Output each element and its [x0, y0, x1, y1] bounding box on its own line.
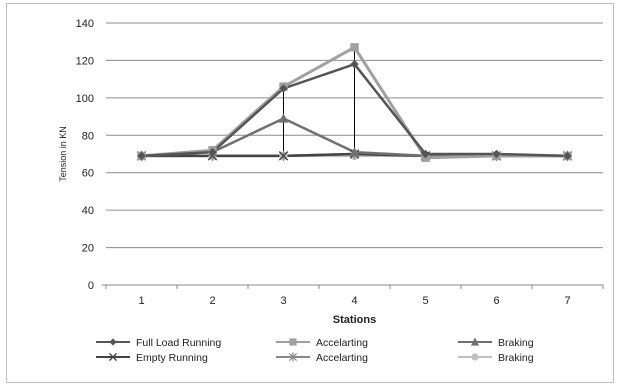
legend-label: Accelarting — [316, 352, 368, 364]
diamond-marker — [208, 147, 217, 157]
y-tick-labels: 0 20 40 60 80 100 120 140 — [76, 18, 94, 292]
x-tick-labels: 1 2 3 4 5 6 7 — [138, 295, 570, 307]
y-tick-label: 0 — [88, 280, 94, 292]
x-axis-title: Stations — [333, 314, 376, 326]
y-tick-label: 20 — [82, 243, 94, 255]
triangle-marker — [349, 146, 360, 157]
x-marker — [278, 151, 289, 161]
legend-item: Accelarting — [276, 352, 368, 364]
x-tick-label: 7 — [564, 295, 570, 307]
square-marker — [350, 43, 359, 52]
y-tick-label: 120 — [76, 55, 94, 67]
legend-label: Accelarting — [316, 337, 368, 349]
diamond-marker — [492, 149, 501, 159]
legend-label: Braking — [498, 337, 534, 349]
legend: Full Load Running Accelarting Braking Empty… — [96, 337, 534, 364]
diamond-marker — [350, 59, 359, 69]
x-tick-label: 6 — [493, 295, 499, 307]
legend-item: Accelarting — [276, 337, 368, 349]
legend-item: Braking — [458, 352, 534, 364]
legend-label: Empty Running — [136, 352, 208, 364]
markers-group — [136, 43, 573, 162]
diamond-marker — [109, 338, 117, 346]
circle-marker — [471, 353, 479, 361]
y-tick-label: 80 — [82, 130, 94, 142]
y-tick-label: 100 — [76, 93, 94, 105]
legend-label: Full Load Running — [136, 337, 221, 349]
legend-label: Braking — [498, 352, 534, 364]
x-tick-label: 1 — [138, 295, 144, 307]
x-marker-stroke — [278, 151, 289, 161]
triangle-marker — [470, 337, 480, 346]
diamond-marker — [421, 149, 430, 159]
y-tick-label: 60 — [82, 168, 94, 180]
diamond-marker — [137, 151, 146, 161]
square-marker — [289, 338, 297, 346]
triangle-marker — [278, 113, 289, 123]
chart-frame — [6, 3, 614, 383]
legend-item: Empty Running — [96, 352, 208, 364]
y-axis-title: Tension in KN — [58, 126, 68, 182]
legend-item: Braking — [458, 337, 534, 349]
y-tick-label: 40 — [82, 205, 94, 217]
diamond-marker — [563, 151, 572, 161]
x-marker — [108, 352, 118, 362]
diamond-marker — [279, 84, 288, 93]
x-tick-label: 3 — [280, 295, 286, 307]
star-marker — [288, 352, 298, 362]
legend-item: Full Load Running — [96, 337, 221, 349]
x-tick-label: 5 — [422, 295, 428, 307]
drop-lines — [283, 47, 355, 156]
x-tick-label: 2 — [209, 295, 215, 307]
y-tick-label: 140 — [76, 18, 94, 30]
x-marker-stroke — [108, 352, 118, 362]
x-tick-label: 4 — [351, 295, 357, 307]
